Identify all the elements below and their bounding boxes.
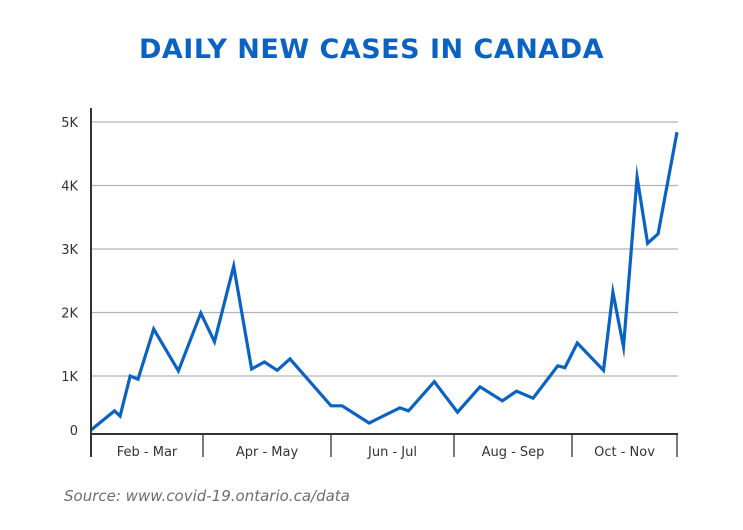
y-tick-label: 1K bbox=[61, 370, 78, 385]
x-tick-label: Oct - Nov bbox=[594, 445, 655, 460]
x-tick-label: Apr - May bbox=[236, 445, 299, 460]
y-axis-ticks: 0 1K 2K 3K 4K 5K bbox=[61, 116, 78, 439]
x-axis: Feb - Mar Apr - May Jun - Jul Aug - Sep Oct … bbox=[91, 433, 678, 460]
chart-title: DAILY NEW CASES IN CANADA bbox=[138, 34, 605, 65]
y-tick-label: 0 bbox=[70, 424, 78, 439]
series-layer bbox=[89, 131, 679, 432]
x-tick-label: Jun - Jul bbox=[367, 445, 417, 460]
y-tick-label: 4K bbox=[61, 180, 78, 195]
source-note: Source: www.covid-19.ontario.ca/data bbox=[64, 487, 350, 505]
gridlines bbox=[91, 121, 678, 377]
y-tick-label: 2K bbox=[61, 307, 78, 322]
y-tick-label: 5K bbox=[61, 116, 78, 131]
y-tick-label: 3K bbox=[61, 243, 78, 258]
x-tick-label: Aug - Sep bbox=[482, 445, 545, 460]
x-tick-label: Feb - Mar bbox=[117, 445, 178, 460]
series-line bbox=[89, 131, 679, 432]
